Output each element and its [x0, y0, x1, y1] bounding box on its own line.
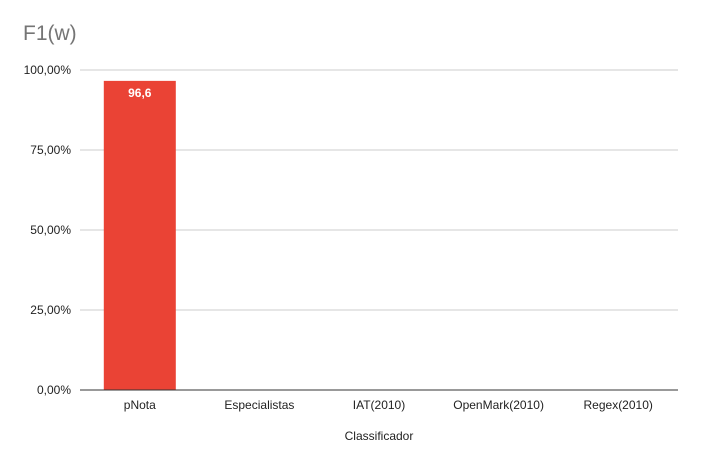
data-label: 96,6 [128, 86, 152, 100]
x-tick-label: pNota [124, 398, 156, 412]
x-tick-label: Regex(2010) [584, 398, 653, 412]
bar [103, 80, 176, 390]
y-tick-label: 25,00% [30, 303, 71, 317]
x-axis-title: Classificador [345, 429, 414, 443]
x-tick-label: IAT(2010) [353, 398, 405, 412]
x-tick-label: OpenMark(2010) [453, 398, 544, 412]
y-tick-label: 50,00% [30, 223, 71, 237]
y-tick-label: 75,00% [30, 143, 71, 157]
x-tick-label: Especialistas [224, 398, 294, 412]
chart-title: F1(w) [23, 22, 77, 45]
y-tick-label: 100,00% [24, 63, 72, 77]
y-tick-label: 0,00% [37, 383, 71, 397]
